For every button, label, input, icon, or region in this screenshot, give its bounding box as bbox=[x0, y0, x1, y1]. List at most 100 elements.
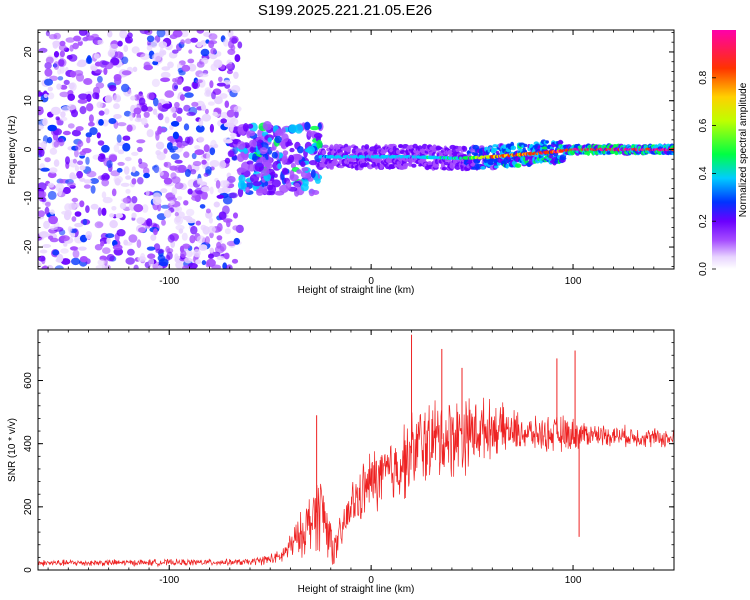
heatmap-cell bbox=[113, 94, 122, 103]
heatmap-cell bbox=[97, 207, 102, 217]
heatmap-cell bbox=[125, 175, 132, 180]
heatmap-cell bbox=[65, 156, 70, 165]
heatmap-cell bbox=[174, 182, 184, 190]
heatmap-cell bbox=[245, 186, 250, 193]
heatmap-cell bbox=[237, 141, 246, 150]
heatmap-cell bbox=[233, 71, 239, 80]
heatmap-cell bbox=[300, 161, 306, 168]
heatmap-cell bbox=[204, 236, 210, 245]
heatmap-cell bbox=[208, 40, 215, 49]
heatmap-cell bbox=[38, 146, 43, 155]
heatmap-cell bbox=[182, 265, 191, 269]
heatmap-cell bbox=[281, 133, 289, 143]
heatmap-cell bbox=[117, 149, 125, 155]
heatmap-cell bbox=[38, 106, 44, 116]
heatmap-cell bbox=[196, 61, 205, 68]
snr-x-label: Height of straight line (km) bbox=[298, 584, 415, 595]
heatmap-cell bbox=[88, 114, 94, 123]
heatmap-cell bbox=[212, 111, 218, 117]
heatmap-cell bbox=[310, 169, 316, 179]
spectrogram-heatmap bbox=[38, 30, 674, 269]
heatmap-cell bbox=[186, 111, 196, 117]
heatmap-cell bbox=[514, 163, 522, 168]
heatmap-cell bbox=[171, 186, 178, 196]
heatmap-cell bbox=[488, 162, 495, 166]
heatmap-cell bbox=[111, 188, 117, 197]
heatmap-cell bbox=[69, 70, 77, 78]
heatmap-cell bbox=[183, 151, 190, 158]
heatmap-cell bbox=[133, 264, 139, 269]
heatmap-cell bbox=[234, 54, 241, 63]
heatmap-cell bbox=[97, 75, 103, 83]
heatmap-cell bbox=[491, 147, 499, 151]
heatmap-cell bbox=[213, 143, 219, 149]
heatmap-cell bbox=[282, 150, 289, 156]
heatmap-cell bbox=[67, 226, 72, 233]
x-tick-label: -100 bbox=[159, 575, 179, 586]
heatmap-cell bbox=[75, 144, 82, 151]
heatmap-cell bbox=[71, 257, 81, 266]
heatmap-cell bbox=[210, 47, 217, 55]
heatmap-cell bbox=[48, 215, 58, 225]
heatmap-cell bbox=[94, 221, 104, 229]
heatmap-cell bbox=[225, 63, 233, 69]
heatmap-cell bbox=[65, 37, 75, 43]
heatmap-cell bbox=[136, 217, 145, 225]
figure-title: S199.2025.221.21.05.E26 bbox=[258, 2, 432, 19]
heatmap-cell bbox=[174, 159, 183, 164]
heatmap-cell bbox=[59, 50, 65, 58]
heatmap-cell bbox=[194, 145, 201, 150]
heatmap-cell bbox=[313, 132, 323, 139]
heatmap-cell bbox=[107, 49, 116, 58]
snr-frame bbox=[37, 329, 675, 571]
heatmap-cell bbox=[315, 178, 321, 184]
heatmap-cell bbox=[53, 141, 59, 148]
heatmap-cell bbox=[322, 149, 327, 155]
heatmap-cell bbox=[209, 123, 214, 133]
heatmap-cell bbox=[161, 219, 166, 226]
heatmap-cell bbox=[285, 180, 292, 190]
heatmap-cell bbox=[248, 139, 258, 148]
heatmap-cell bbox=[541, 146, 548, 150]
heatmap-cell bbox=[252, 153, 257, 161]
heatmap-cell bbox=[155, 248, 165, 254]
heatmap-cell bbox=[38, 124, 44, 130]
heatmap-cell bbox=[209, 231, 214, 239]
heatmap-cell bbox=[119, 30, 128, 39]
heatmap-cell bbox=[95, 265, 106, 269]
heatmap-cell bbox=[175, 215, 181, 223]
heatmap-cell bbox=[182, 243, 191, 249]
heatmap-cell bbox=[38, 182, 47, 191]
y-tick-label: 0 bbox=[23, 567, 34, 573]
heatmap-cell bbox=[58, 44, 67, 51]
heatmap-cell bbox=[222, 205, 230, 215]
heatmap-cell bbox=[218, 76, 223, 83]
heatmap-cell bbox=[190, 169, 197, 175]
heatmap-cell bbox=[47, 190, 57, 200]
heatmap-cell bbox=[131, 196, 138, 204]
heatmap-cell bbox=[201, 113, 212, 122]
heatmap-cell bbox=[74, 211, 82, 217]
heatmap-cell bbox=[196, 178, 202, 185]
heatmap-cell bbox=[172, 131, 179, 140]
heatmap-cell bbox=[172, 112, 177, 118]
heatmap-cell bbox=[206, 258, 216, 267]
heatmap-cell bbox=[106, 254, 115, 262]
colorbar-tick-label: 0.4 bbox=[698, 166, 709, 180]
heatmap-cell bbox=[174, 164, 184, 174]
y-tick-label: 200 bbox=[23, 498, 34, 515]
heatmap-cell bbox=[196, 41, 203, 48]
y-tick-label: 20 bbox=[23, 46, 34, 58]
heatmap-cell bbox=[184, 38, 192, 44]
heatmap-cell bbox=[76, 61, 86, 68]
heatmap-cell bbox=[209, 147, 216, 156]
heatmap-cell bbox=[198, 244, 208, 251]
heatmap-cell bbox=[142, 167, 150, 175]
heatmap-cell bbox=[44, 68, 53, 77]
heatmap-cell bbox=[271, 151, 278, 159]
colorbar-gradient bbox=[712, 30, 736, 269]
heatmap-cell bbox=[53, 51, 60, 58]
heatmap-cell bbox=[207, 101, 215, 106]
heatmap-cell bbox=[95, 82, 105, 89]
